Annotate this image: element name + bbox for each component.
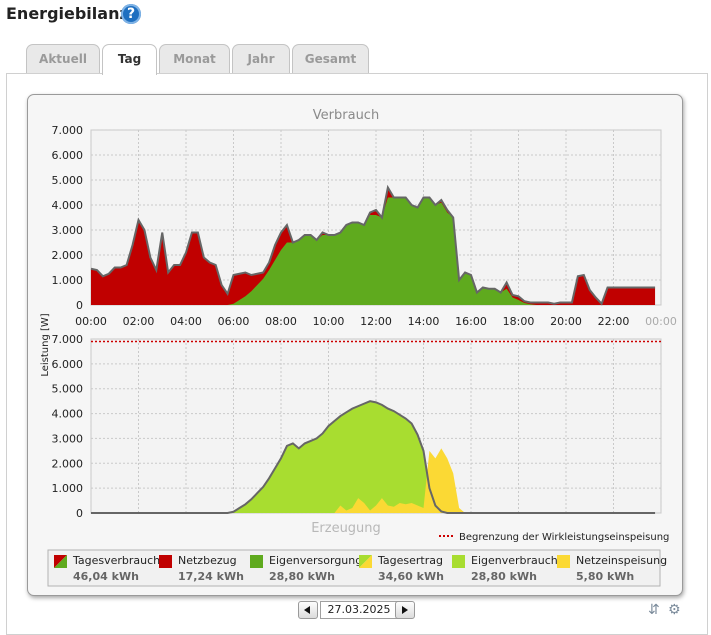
- x-tick-label: 18:00: [503, 315, 535, 328]
- help-icon[interactable]: ?: [121, 4, 141, 24]
- tab-gesamt[interactable]: Gesamt: [292, 44, 369, 73]
- legend: Tagesverbrauch 46,04 kWh Netzbezug 17,24 kW…: [47, 549, 667, 587]
- series-eigenversorgung-area: [91, 197, 656, 305]
- chart-title-erzeugung: Erzeugung: [311, 521, 381, 536]
- limit-legend-label: Begrenzung der Wirkleistungseinspeisung: [459, 532, 669, 543]
- series-tagesverbrauch-line: [90, 184, 656, 306]
- legend-swatch: [54, 555, 67, 568]
- x-tick-label: 04:00: [170, 315, 202, 328]
- legend-value: 46,04 kWh: [73, 570, 139, 583]
- y-tick-label: 6.000: [52, 358, 84, 371]
- legend-value: 28,80 kWh: [471, 570, 537, 583]
- y-tick-label: 4.000: [52, 199, 84, 212]
- page-title: Energiebilanz: [6, 4, 129, 23]
- series-tagesertrag-line: [91, 400, 656, 514]
- y-tick-label: 3.000: [52, 224, 84, 237]
- arrow-left-icon: [304, 606, 310, 614]
- x-tick-label: 02:00: [123, 315, 155, 328]
- legend-value: 34,60 kWh: [378, 570, 444, 583]
- y-tick-label: 0: [76, 299, 83, 312]
- legend-swatch: [557, 555, 570, 568]
- verbrauch-areas: [90, 184, 656, 306]
- y-tick-label: 1.000: [52, 482, 84, 495]
- y-tick-label: 2.000: [52, 457, 84, 470]
- tab-monat[interactable]: Monat: [159, 44, 230, 73]
- tab-tag[interactable]: Tag: [102, 44, 157, 75]
- tab-aktuell[interactable]: Aktuell: [26, 44, 100, 73]
- x-tick-label: 00:00: [75, 315, 107, 328]
- chart-panel: 7.000 6.000 5.000 4.000 3.000 2.000 1.000 0 7.0…: [27, 94, 683, 596]
- y-tick-label: 7.000: [52, 333, 84, 346]
- legend-value: 5,80 kWh: [576, 570, 634, 583]
- legend-label: Netzbezug: [178, 554, 237, 567]
- x-tick-label: 22:00: [598, 315, 630, 328]
- axes: 00:00 02:00 04:00 06:00 08:00 10:00 12:00 14:00…: [75, 315, 677, 328]
- y-tick-label: 0: [76, 507, 83, 520]
- y-tick-label: 6.000: [52, 149, 84, 162]
- y-tick-label: 2.000: [52, 249, 84, 262]
- x-tick-label: 06:00: [218, 315, 250, 328]
- x-tick-label: 16:00: [455, 315, 487, 328]
- legend-swatch: [452, 555, 465, 568]
- export-icon[interactable]: ⇵: [648, 602, 660, 618]
- date-field[interactable]: 27.03.2025: [320, 601, 398, 619]
- previous-day-button[interactable]: [298, 601, 318, 619]
- legend-label: Netzeinspeisung: [576, 554, 667, 567]
- arrow-right-icon: [402, 606, 408, 614]
- settings-icon[interactable]: ⚙: [668, 602, 681, 618]
- legend-swatch: [159, 555, 172, 568]
- tab-jahr[interactable]: Jahr: [232, 44, 290, 73]
- x-tick-label: 00:00: [645, 315, 677, 328]
- erzeugung-areas: [91, 340, 661, 514]
- x-tick-label: 10:00: [313, 315, 345, 328]
- y-tick-label: 1.000: [52, 274, 84, 287]
- y-tick-label: 4.000: [52, 408, 84, 421]
- x-tick-label: 14:00: [408, 315, 440, 328]
- x-tick-label: 20:00: [550, 315, 582, 328]
- x-tick-label: 08:00: [265, 315, 297, 328]
- x-tick-label: 12:00: [360, 315, 392, 328]
- legend-value: 28,80 kWh: [269, 570, 335, 583]
- legend-label: Eigenverbrauch: [471, 554, 558, 567]
- y-tick-label: 7.000: [52, 124, 84, 137]
- legend-swatch: [359, 555, 372, 568]
- legend-label: Tagesverbrauch: [72, 554, 160, 567]
- legend-value: 17,24 kWh: [178, 570, 244, 583]
- legend-swatch: [250, 555, 263, 568]
- next-day-button[interactable]: [395, 601, 415, 619]
- chart-title-verbrauch: Verbrauch: [313, 108, 379, 123]
- y-axis-label: Leistung [W]: [40, 313, 51, 376]
- legend-label: Tagesertrag: [377, 554, 443, 567]
- energy-chart: 7.000 6.000 5.000 4.000 3.000 2.000 1.000 0 7.0…: [40, 108, 677, 587]
- y-tick-label: 5.000: [52, 174, 84, 187]
- y-tick-label: 5.000: [52, 383, 84, 396]
- legend-label: Eigenversorgung: [269, 554, 362, 567]
- y-tick-label: 3.000: [52, 432, 84, 445]
- series-tagesertrag-area: [91, 401, 656, 513]
